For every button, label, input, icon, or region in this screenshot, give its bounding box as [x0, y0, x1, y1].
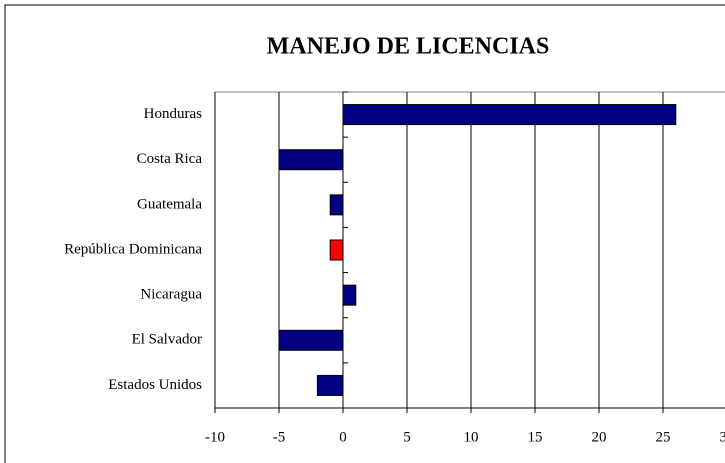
x-tick-label: 30 — [720, 429, 725, 445]
chart-title: MANEJO DE LICENCIAS — [267, 34, 550, 60]
y-tick-label: Costa Rica — [137, 151, 203, 167]
x-tick-label: -10 — [205, 429, 225, 445]
y-tick-label: Guatemala — [137, 196, 202, 212]
x-tick-label: 15 — [528, 429, 543, 445]
bar — [329, 194, 344, 216]
x-tick-label: 0 — [339, 429, 347, 445]
y-tick-label: Estados Unidos — [108, 377, 202, 393]
bar — [329, 239, 344, 261]
x-tick-label: -5 — [273, 429, 286, 445]
y-tick-label: República Dominicana — [64, 241, 202, 257]
bar — [316, 374, 344, 396]
x-tick-label: 5 — [403, 429, 411, 445]
x-tick-label: 10 — [464, 429, 479, 445]
x-tick-label: 25 — [656, 429, 671, 445]
x-tick-label: 20 — [592, 429, 607, 445]
plot-area — [214, 91, 725, 409]
bar — [342, 284, 357, 306]
y-tick-label: Nicaragua — [140, 287, 202, 303]
y-tick-label: El Salvador — [132, 332, 202, 348]
bar — [278, 149, 344, 171]
bar — [342, 104, 677, 126]
y-tick-label: Honduras — [144, 106, 202, 122]
bar — [278, 329, 344, 351]
